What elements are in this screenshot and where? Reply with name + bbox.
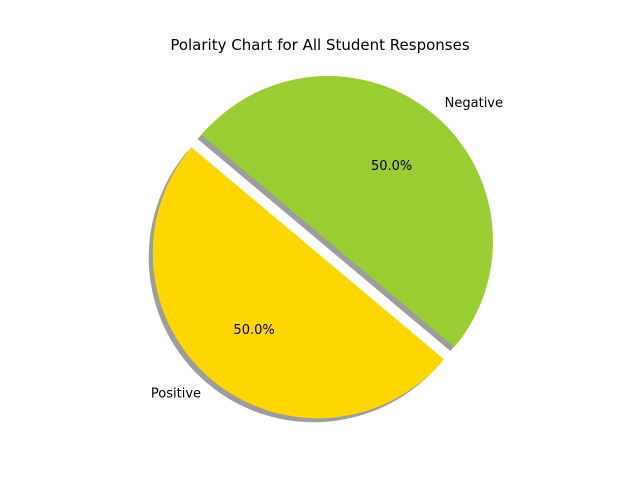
percent-label-positive: 50.0% — [233, 323, 274, 338]
wedge-negative — [201, 76, 493, 348]
chart-title: Polarity Chart for All Student Responses — [170, 36, 470, 54]
category-label-negative: Negative — [445, 96, 503, 111]
wedge-positive — [152, 147, 445, 419]
percent-label-negative: 50.0% — [371, 159, 412, 174]
category-label-positive: Positive — [151, 386, 201, 401]
